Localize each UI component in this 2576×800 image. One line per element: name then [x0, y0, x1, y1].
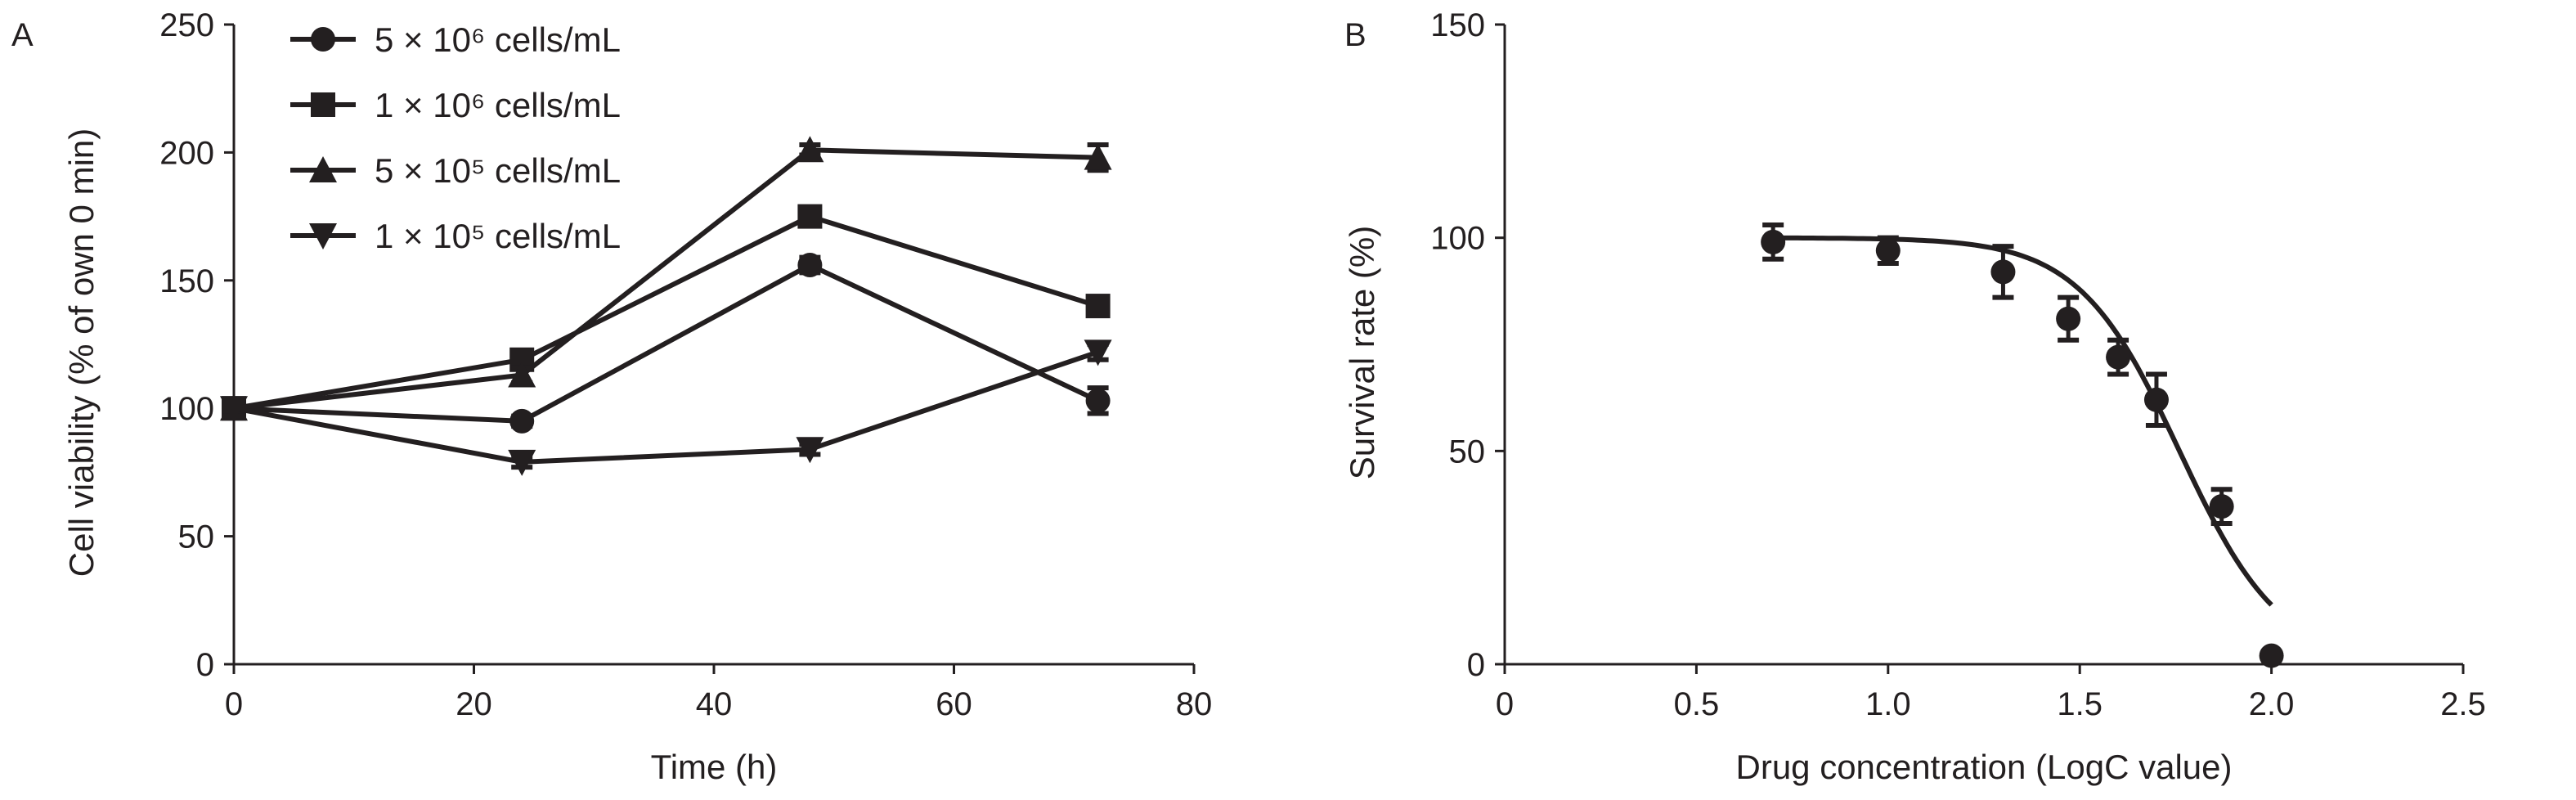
- data-point-square: [1085, 294, 1111, 319]
- legend-label: 1 × 10⁶ cells/mL: [375, 86, 621, 124]
- y-tick-label: 200: [159, 135, 214, 171]
- data-point-triangle-up: [508, 361, 536, 388]
- data-point-triangle-down: [1084, 339, 1112, 366]
- x-tick-label: 40: [696, 686, 733, 722]
- data-point-circle: [797, 253, 823, 278]
- data-point-circle: [509, 408, 535, 434]
- legend-label: 5 × 10⁵ cells/mL: [375, 151, 621, 190]
- x-tick-label: 0.5: [1674, 686, 1720, 722]
- y-tick-label: 100: [1430, 221, 1485, 257]
- data-point: [1875, 238, 1901, 263]
- panel-label: A: [11, 17, 34, 53]
- fit-curve: [1773, 235, 2273, 607]
- legend-marker-circle: [311, 27, 335, 52]
- data-point: [2056, 306, 2081, 331]
- legend-label: 1 × 10⁵ cells/mL: [375, 217, 621, 255]
- y-tick-label: 50: [178, 519, 215, 555]
- x-tick-label: 1.5: [2057, 686, 2103, 722]
- data-point-triangle-up: [1084, 143, 1112, 170]
- x-tick-label: 0: [225, 686, 243, 722]
- legend-marker-triangle-down: [309, 223, 337, 249]
- legend-marker-square: [311, 92, 335, 117]
- data-point: [2259, 643, 2284, 668]
- x-tick-label: 1.0: [1865, 686, 1911, 722]
- data-point: [2209, 494, 2234, 519]
- series-line-3: [233, 349, 1099, 465]
- x-axis-label: Drug concentration (LogC value): [1736, 748, 2233, 786]
- data-point-triangle-up: [796, 136, 824, 163]
- data-point: [1990, 259, 2016, 285]
- series-line-1: [233, 213, 1099, 411]
- y-tick-label: 250: [159, 7, 214, 43]
- data-point-triangle-down: [796, 437, 824, 464]
- data-point-triangle-down: [508, 449, 536, 476]
- y-tick-label: 50: [1449, 434, 1486, 470]
- y-tick-label: 150: [159, 263, 214, 299]
- x-tick-label: 2.0: [2249, 686, 2295, 722]
- x-tick-label: 0: [1496, 686, 1514, 722]
- data-point-triangle-down: [220, 396, 248, 423]
- x-axis-label: Time (h): [651, 748, 778, 786]
- series-line-2: [233, 147, 1098, 411]
- x-tick-label: 2.5: [2440, 686, 2486, 722]
- series-line-0: [233, 262, 1099, 424]
- data-point-circle: [1085, 388, 1111, 413]
- legend-label: 5 × 10⁶ cells/mL: [375, 20, 621, 59]
- x-tick-label: 60: [936, 686, 972, 722]
- data-point: [2143, 387, 2169, 412]
- legend-marker-triangle-up: [309, 156, 337, 182]
- data-point: [2106, 344, 2131, 370]
- data-point: [1761, 229, 1786, 254]
- y-tick-label: 0: [1467, 647, 1485, 683]
- data-point-square: [797, 204, 823, 229]
- y-tick-label: 150: [1430, 7, 1485, 43]
- x-tick-label: 20: [456, 686, 492, 722]
- y-tick-label: 100: [159, 391, 214, 427]
- y-tick-label: 0: [196, 647, 214, 683]
- panel-label: B: [1344, 17, 1367, 53]
- y-axis-label: Cell viability (% of own 0 min): [62, 128, 101, 578]
- y-axis-label: Survival rate (%): [1343, 226, 1381, 479]
- x-tick-label: 80: [1176, 686, 1213, 722]
